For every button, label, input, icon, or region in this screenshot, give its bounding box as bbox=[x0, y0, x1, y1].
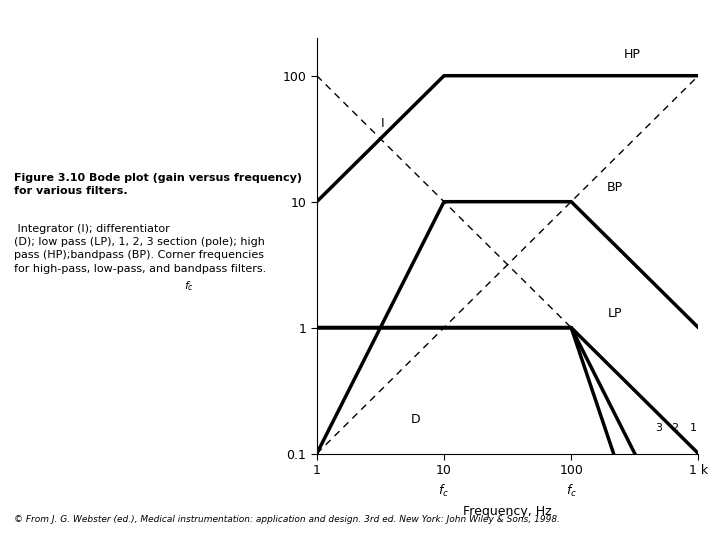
Text: 2: 2 bbox=[672, 423, 679, 433]
Text: $f_c$: $f_c$ bbox=[566, 483, 577, 500]
Text: $f_c$: $f_c$ bbox=[184, 279, 194, 293]
Text: Figure 3.10 Bode plot (gain versus frequency)
for various filters.: Figure 3.10 Bode plot (gain versus frequ… bbox=[14, 173, 302, 196]
Text: BP: BP bbox=[607, 181, 623, 194]
Text: D: D bbox=[411, 414, 420, 427]
Text: 1: 1 bbox=[690, 423, 697, 433]
X-axis label: Frequency, Hz: Frequency, Hz bbox=[463, 505, 552, 518]
Text: 3: 3 bbox=[655, 423, 662, 433]
Text: LP: LP bbox=[608, 307, 622, 320]
Text: $f_c$: $f_c$ bbox=[438, 483, 449, 500]
Text: Integrator (I); differentiator
(D); low pass (LP), 1, 2, 3 section (pole); high
: Integrator (I); differentiator (D); low … bbox=[14, 224, 268, 274]
Text: I: I bbox=[381, 117, 384, 130]
Text: © From J. G. Webster (ed.), Medical instrumentation: application and design. 3rd: © From J. G. Webster (ed.), Medical inst… bbox=[14, 515, 560, 524]
Text: HP: HP bbox=[624, 49, 640, 62]
